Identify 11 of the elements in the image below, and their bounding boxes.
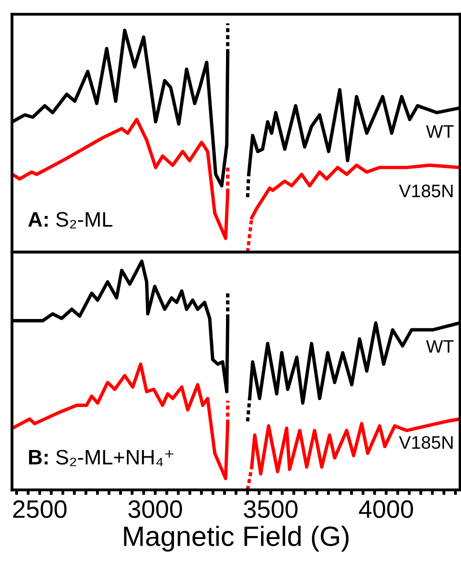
x-tick-label: 3500 [244, 500, 298, 518]
series-label: V185N [398, 436, 453, 449]
x-tick-label: 3000 [128, 500, 182, 518]
series-label: WT [426, 125, 454, 138]
x-tick-label: 4000 [358, 500, 413, 518]
x-tick-label: 2500 [13, 500, 67, 518]
annotation: B: S₂-ML+NH₄⁺ [29, 450, 174, 466]
series-label: V185N [398, 184, 453, 198]
series-label: WT [426, 340, 454, 353]
annotation: A: S₂-ML [28, 212, 112, 228]
x-axis-title: Magnetic Field (G) [124, 526, 349, 552]
